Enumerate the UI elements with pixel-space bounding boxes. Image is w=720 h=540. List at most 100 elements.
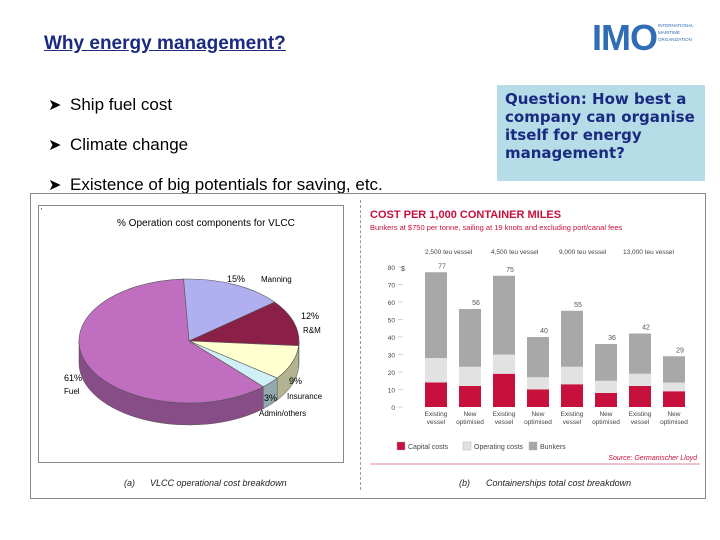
bar-segment [493,373,515,407]
imo-logo-line: MARITIME [658,30,680,35]
bullet-item: ➤ Existence of big potentials for saving,… [48,165,478,205]
bar-segment [663,356,685,383]
pie-value-label: 3% [264,393,277,403]
question-box: Question: How best a company can organis… [497,85,705,181]
bullet-item: ➤ Climate change [48,125,478,165]
bar-segment [527,377,549,390]
pie-value-label: 12% [301,311,319,321]
x-category-label: Existing [629,411,652,418]
x-category-label: optimised [592,419,620,426]
pie-value-label: 61% [64,373,82,383]
x-category-label: vessel [563,419,582,426]
y-tick-label: 10 [388,388,396,395]
bar-segment [459,309,481,367]
vessel-group-label: 4,500 teu vessel [491,249,539,256]
y-tick-label: 70 [388,283,396,290]
pie-caption-letter: (a) [124,478,135,488]
vessel-group-label: 13,000 teu vessel [623,249,675,256]
bar-segment [561,384,583,407]
bullet-text: Climate change [70,135,189,154]
bar-segment [527,389,549,407]
bar-segment [493,354,515,374]
arrow-bullet-icon: ➤ [48,137,62,154]
figure-divider [360,200,361,490]
legend-swatch [462,441,472,451]
x-category-label: optimised [660,419,688,426]
bar-chart-subtitle: Bunkers at $750 per tonne, sailing at 19… [370,223,622,232]
pie-category-label: Admin/others [259,409,306,418]
bar-segment [663,382,685,392]
bar-segment [459,366,481,386]
x-category-label: New [599,411,612,418]
pie-category-label: R&M [303,326,321,335]
bar-segment [493,275,515,355]
bullet-text: Existence of big potentials for saving, … [70,175,383,194]
bar-segment [527,337,549,378]
bullet-item: ➤ Ship fuel cost [48,85,478,125]
bar-chart-source: Source: Germanischer Lloyd [608,455,698,462]
legend-label: Bunkers [540,444,566,451]
bar-total-label: 42 [642,325,650,332]
bar-total-label: 56 [472,300,480,307]
pie-value-label: 15% [227,274,245,284]
bar-total-label: 75 [506,267,514,274]
bar-segment [629,373,651,386]
x-category-label: vessel [631,419,650,426]
imo-logo-line: INTERNATIONAL [658,23,694,28]
bar-caption: Containerships total cost breakdown [486,478,632,488]
imo-logo-line: ORGANIZATION [658,37,692,42]
bar-segment [663,391,685,407]
arrow-bullet-icon: ➤ [48,177,62,194]
bar-segment [595,380,617,393]
slide-title: Why energy management? [44,33,286,54]
bar-segment [629,386,651,407]
x-category-label: New [531,411,544,418]
y-tick-label: 50 [388,318,396,325]
pie-value-label: 9% [289,376,302,386]
pie-slice [188,301,300,346]
legend-label: Capital costs [408,444,449,451]
imo-logo-mark: IMO [592,17,658,58]
bar-total-label: 36 [608,335,616,342]
pie-title: % Operation cost components for VLCC [117,218,295,229]
bar-segment [595,393,617,407]
bar-chart-title: COST PER 1,000 CONTAINER MILES [370,209,561,221]
bar-segment [629,333,651,374]
pie-caption: VLCC operational cost breakdown [150,478,287,488]
bar-total-label: 40 [540,328,548,335]
panel-mark: ' [41,208,43,215]
bar-segment [459,386,481,407]
pie-slice [183,278,276,342]
x-category-label: vessel [495,419,514,426]
bar-segment [425,358,447,383]
legend-swatch [396,441,406,451]
container-cost-chart: COST PER 1,000 CONTAINER MILES Bunkers at… [370,209,700,465]
x-category-label: Existing [493,411,516,418]
y-tick-label: 20 [388,370,396,377]
bullet-text: Ship fuel cost [70,95,173,114]
imo-logo: IMO INTERNATIONAL MARITIME ORGANIZATION [592,17,712,63]
bar-total-label: 55 [574,302,582,309]
legend-swatch [528,441,538,451]
y-tick-label: 80 [388,265,396,272]
bar-segment [561,310,583,367]
x-category-label: optimised [456,419,484,426]
x-category-label: New [667,411,680,418]
imo-logo-text: INTERNATIONAL MARITIME ORGANIZATION [658,22,714,43]
x-category-label: New [463,411,476,418]
x-category-label: optimised [524,419,552,426]
bar-segment [425,272,447,358]
pie-category-label: Insurance [287,392,323,401]
pie-chart: % Operation cost components for VLCC 15% M… [64,218,323,426]
pie-category-label: Manning [261,275,292,284]
bar-total-label: 29 [676,347,684,354]
bar-segment [561,366,583,385]
vessel-group-label: 2,500 teu vessel [425,249,473,256]
bar-total-label: 77 [438,263,446,270]
pie-category-label: Fuel [64,387,80,396]
pie-slice [78,278,264,404]
x-category-label: Existing [561,411,584,418]
legend-label: Operating costs [474,444,524,451]
vessel-group-label: 9,000 teu vessel [559,249,607,256]
bullet-list: ➤ Ship fuel cost ➤ Climate change ➤ Existen… [48,85,478,205]
